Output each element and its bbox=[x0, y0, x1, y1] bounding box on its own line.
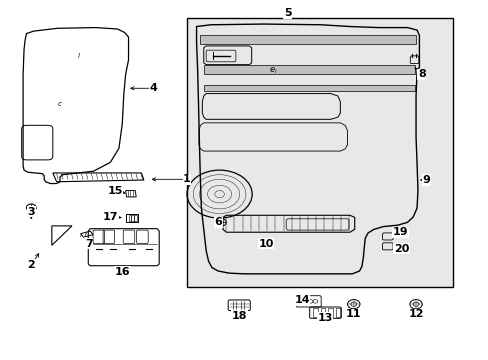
Text: 8: 8 bbox=[417, 69, 425, 79]
Text: l: l bbox=[78, 53, 80, 59]
Polygon shape bbox=[203, 66, 414, 74]
Text: 1: 1 bbox=[183, 174, 190, 184]
Polygon shape bbox=[204, 85, 414, 91]
Text: 4: 4 bbox=[149, 83, 157, 93]
Text: 11: 11 bbox=[346, 309, 361, 319]
Text: 10: 10 bbox=[258, 239, 273, 248]
Text: 17: 17 bbox=[102, 212, 118, 222]
Text: 14: 14 bbox=[294, 295, 309, 305]
Text: 9: 9 bbox=[422, 175, 429, 185]
Text: 6: 6 bbox=[214, 217, 222, 227]
Text: 16: 16 bbox=[114, 267, 130, 277]
Text: 19: 19 bbox=[392, 227, 407, 237]
Text: 20: 20 bbox=[393, 244, 408, 254]
Text: 7: 7 bbox=[85, 239, 92, 248]
Text: $e_i$: $e_i$ bbox=[268, 66, 277, 76]
Text: 15: 15 bbox=[107, 186, 122, 195]
Text: 12: 12 bbox=[407, 309, 423, 319]
Text: c: c bbox=[58, 101, 62, 107]
FancyBboxPatch shape bbox=[186, 18, 452, 287]
Text: 3: 3 bbox=[27, 207, 35, 217]
Text: 13: 13 bbox=[317, 312, 332, 323]
Text: 18: 18 bbox=[231, 311, 247, 321]
Polygon shape bbox=[200, 35, 415, 44]
Text: 5: 5 bbox=[283, 9, 291, 18]
Text: 2: 2 bbox=[27, 260, 35, 270]
